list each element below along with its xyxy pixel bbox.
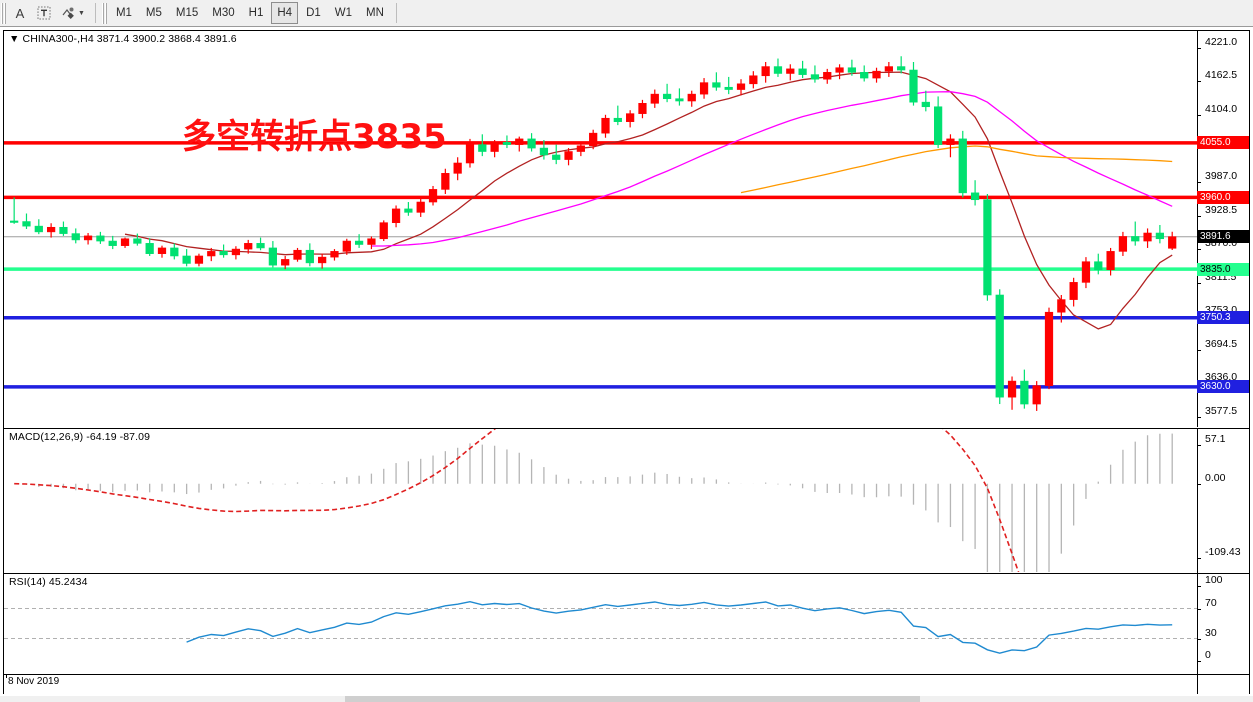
timeframe-grip[interactable] xyxy=(101,2,107,24)
timeframe-h4[interactable]: H4 xyxy=(271,2,299,24)
price-level-badge-3750.3[interactable]: 3750.3 xyxy=(1197,311,1249,325)
price-pane[interactable]: ▼ CHINA300-,H4 3871.4 3900.2 3868.4 3891… xyxy=(4,31,1249,427)
annotation-turning-point: 多空转折点3835 xyxy=(182,117,447,157)
toolbar-grip[interactable] xyxy=(1,2,6,24)
timeframe-d1[interactable]: D1 xyxy=(306,7,321,19)
rsi-canvas[interactable]: RSI(14) 45.2434 xyxy=(4,574,1197,674)
scrollbar-thumb[interactable] xyxy=(345,696,920,702)
price-plot xyxy=(4,56,1197,411)
timeframe-h1[interactable]: H1 xyxy=(248,7,264,19)
chevron-down-icon[interactable]: ▼ xyxy=(78,9,85,17)
macd-plot xyxy=(14,429,1173,572)
macd-axis[interactable]: 57.1 0.00 -109.43 xyxy=(1197,429,1249,573)
time-axis-corner xyxy=(1197,675,1249,694)
rsi-plot xyxy=(4,600,1197,654)
chart-frame: ▼ CHINA300-,H4 3871.4 3900.2 3868.4 3891… xyxy=(3,30,1250,694)
macd-label: MACD(12,26,9) -64.19 -87.09 xyxy=(9,431,151,443)
shapes-tool-button[interactable]: ▼ xyxy=(57,2,89,24)
price-axis[interactable]: 4221.04162.54104.04045.53987.03928.53870… xyxy=(1197,31,1249,427)
horizontal-scrollbar[interactable] xyxy=(0,696,1253,702)
timeframe-w1[interactable]: W1 xyxy=(334,7,353,19)
macd-canvas[interactable]: MACD(12,26,9) -64.19 -87.09 xyxy=(4,429,1197,573)
price-canvas[interactable]: ▼ CHINA300-,H4 3871.4 3900.2 3868.4 3891… xyxy=(4,31,1197,427)
shapes-icon xyxy=(62,7,74,19)
toolbar-separator xyxy=(94,3,96,23)
price-level-badge-4055.0[interactable]: 4055.0 xyxy=(1197,136,1249,150)
rsi-label: RSI(14) 45.2434 xyxy=(9,576,88,588)
price-pane-label: ▼ CHINA300-,H4 3871.4 3900.2 3868.4 3891… xyxy=(9,33,237,45)
timeframe-mn[interactable]: MN xyxy=(366,7,384,19)
price-level-badge-3960.0[interactable]: 3960.0 xyxy=(1197,190,1249,204)
timeframe-m5[interactable]: M5 xyxy=(145,7,162,19)
rsi-pane[interactable]: RSI(14) 45.2434 100 70 30 0 xyxy=(4,573,1249,674)
text-label-tool-button[interactable] xyxy=(33,2,55,24)
chart-title: CHINA300-,H4 3871.4 3900.2 3868.4 3891.6 xyxy=(22,33,237,45)
main-toolbar: A ▼ M1 M5 M15 M30 H1 H4 D1 W1 MN xyxy=(0,0,1253,27)
price-level-badge-3630.0[interactable]: 3630.0 xyxy=(1197,380,1249,394)
timeframe-m30[interactable]: M30 xyxy=(212,7,235,19)
timeframe-m15[interactable]: M15 xyxy=(175,7,199,19)
text-tool-button[interactable]: A xyxy=(9,2,31,24)
price-level-badge-3835.0[interactable]: 3835.0 xyxy=(1197,262,1249,276)
toolbar-separator-2 xyxy=(395,3,397,23)
time-axis-labels: 8 Nov 2019 xyxy=(6,675,60,687)
text-label-icon xyxy=(37,6,51,20)
rsi-axis[interactable]: 100 70 30 0 xyxy=(1197,574,1249,674)
collapse-arrow-icon[interactable]: ▼ xyxy=(9,33,20,45)
price-level-badge-3891.6[interactable]: 3891.6 xyxy=(1197,230,1249,244)
timeframe-m1[interactable]: M1 xyxy=(115,7,132,19)
time-axis[interactable]: 8 Nov 2019 xyxy=(4,674,1249,694)
macd-pane[interactable]: MACD(12,26,9) -64.19 -87.09 57.1 0.00 -109… xyxy=(4,428,1249,573)
text-a-icon: A xyxy=(15,5,25,21)
